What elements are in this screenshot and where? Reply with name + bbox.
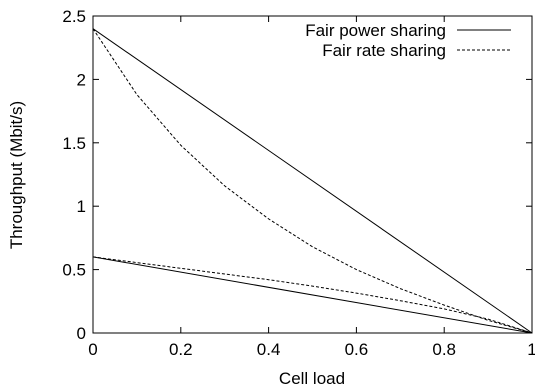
series-line-3 bbox=[92, 256, 533, 334]
x-tick-label: 0 bbox=[88, 340, 97, 359]
legend-label-fair-power-sharing: Fair power sharing bbox=[305, 21, 446, 40]
y-tick-label: 0 bbox=[77, 324, 86, 343]
x-tick-label: 1 bbox=[527, 340, 535, 359]
series-line-1 bbox=[92, 28, 533, 334]
series-line-2 bbox=[92, 256, 533, 334]
y-tick-label: 2 bbox=[77, 70, 86, 89]
series-line-0 bbox=[92, 28, 533, 334]
x-tick-label: 0.6 bbox=[345, 340, 369, 359]
legend-label-fair-rate-sharing: Fair rate sharing bbox=[322, 41, 446, 60]
y-tick-label: 1 bbox=[77, 197, 86, 216]
axis-tick-labels: 0 0.2 0.4 0.6 0.8 1 0 0.5 1 1.5 2 2.5 bbox=[62, 7, 535, 359]
plot-frame bbox=[92, 15, 533, 334]
y-tick-label: 0.5 bbox=[62, 261, 86, 280]
x-tick-label: 0.4 bbox=[257, 340, 281, 359]
x-axis-label: Cell load bbox=[279, 369, 345, 388]
series-lines bbox=[92, 28, 533, 334]
x-tick-label: 0.2 bbox=[169, 340, 193, 359]
x-tick-label: 0.8 bbox=[432, 340, 456, 359]
legend: Fair power sharing Fair rate sharing bbox=[305, 21, 511, 60]
y-axis-label: Throughput (Mbit/s) bbox=[7, 101, 26, 249]
axis-ticks bbox=[92, 15, 533, 334]
y-tick-label: 2.5 bbox=[62, 7, 86, 26]
y-tick-label: 1.5 bbox=[62, 134, 86, 153]
